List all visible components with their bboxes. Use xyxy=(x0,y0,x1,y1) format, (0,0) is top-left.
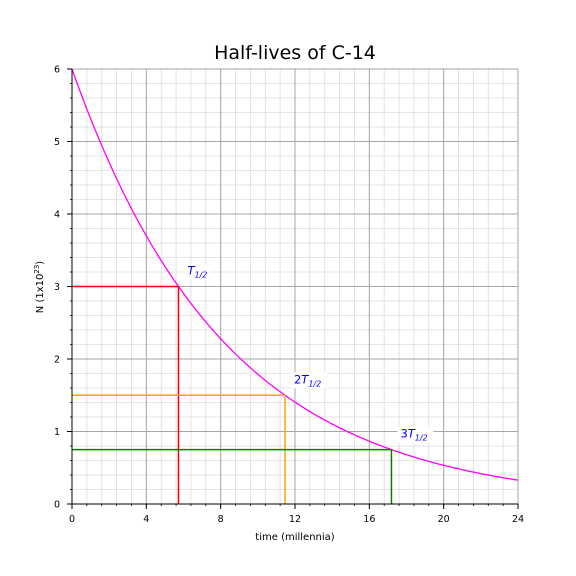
x-tick-label: 12 xyxy=(289,514,301,525)
x-tick-label: 8 xyxy=(218,514,224,525)
y-axis-label: N (1x1023) xyxy=(33,261,46,314)
half-life-label-3-background xyxy=(397,426,434,443)
y-tick-label: 5 xyxy=(54,137,60,148)
decay-curve-layer xyxy=(71,68,519,481)
x-tick-label: 16 xyxy=(363,514,375,525)
x-tick-label: 24 xyxy=(512,514,524,525)
y-tick-label: 2 xyxy=(54,355,60,366)
grid xyxy=(71,68,519,505)
x-tick-label: 20 xyxy=(438,514,450,525)
y-axis-label-close: ) xyxy=(35,261,46,265)
y-tick-label: 6 xyxy=(54,65,60,76)
half-life-label-1: T1/2 xyxy=(187,264,207,280)
chart-title: Half-lives of C-14 xyxy=(214,42,376,64)
half-life-label-1-background xyxy=(184,263,211,280)
x-tick-label: 4 xyxy=(143,514,149,525)
y-axis-label-main: N (1x10 xyxy=(35,274,46,314)
half-life-label-2: 2T1/2 xyxy=(294,372,321,388)
y-tick-label: 1 xyxy=(54,427,60,438)
y-tick-label: 0 xyxy=(54,500,60,511)
y-axis-label-exponent: 23 xyxy=(33,265,41,274)
y-tick-label: 3 xyxy=(54,282,60,293)
decay-curve xyxy=(71,68,519,481)
x-tick-label: 0 xyxy=(69,514,75,525)
half-life-markers: T1/2 2T1/2 3T1/2 xyxy=(72,263,434,504)
half-life-label-3: 3T1/2 xyxy=(400,427,427,443)
x-axis-label: time (millennia) xyxy=(255,532,334,543)
y-tick-label: 4 xyxy=(54,210,60,221)
half-life-label-2-background xyxy=(290,372,327,389)
